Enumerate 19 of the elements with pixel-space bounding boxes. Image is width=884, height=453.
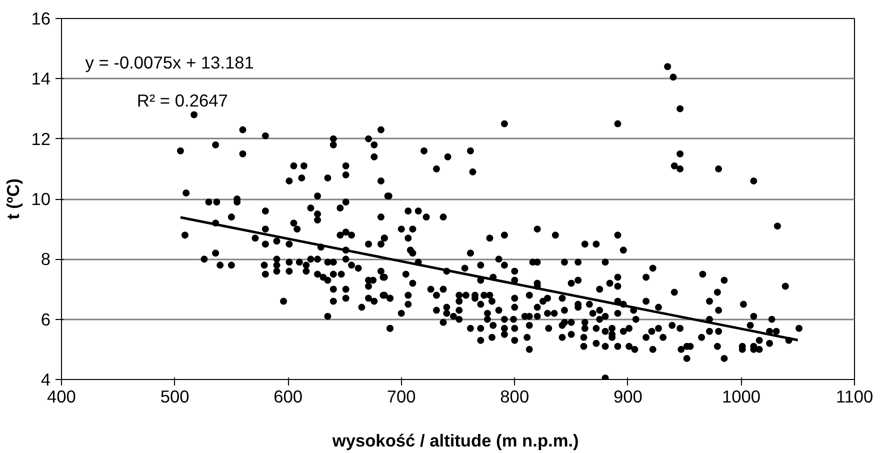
x-tick-label: 800 bbox=[500, 386, 530, 406]
x-tick-label: 500 bbox=[160, 386, 190, 406]
y-tick-label: 8 bbox=[40, 249, 51, 270]
y-tick-label: 10 bbox=[31, 189, 51, 209]
annotation: y = -0.0075x + 13.181 bbox=[85, 52, 254, 73]
x-tick-label: 700 bbox=[386, 386, 416, 406]
x-tick-label: 400 bbox=[47, 386, 76, 406]
y-tick-label: 16 bbox=[31, 8, 51, 28]
y-tick-label: 14 bbox=[31, 68, 51, 89]
y-tick-label: 4 bbox=[40, 370, 51, 390]
x-tick-label: 1100 bbox=[836, 386, 874, 406]
x-tick-label: 900 bbox=[613, 386, 642, 406]
y-tick-label: 12 bbox=[31, 128, 51, 149]
x-tick-label: 600 bbox=[274, 386, 303, 406]
x-tick-label: 1000 bbox=[722, 386, 761, 406]
y-axis-title: t (ºC) bbox=[3, 178, 24, 220]
y-tick-label: 6 bbox=[40, 309, 51, 330]
x-axis-title: wysokość / altitude (m n.p.m.) bbox=[331, 430, 579, 450]
annotation: R² = 0.2647 bbox=[136, 90, 228, 111]
